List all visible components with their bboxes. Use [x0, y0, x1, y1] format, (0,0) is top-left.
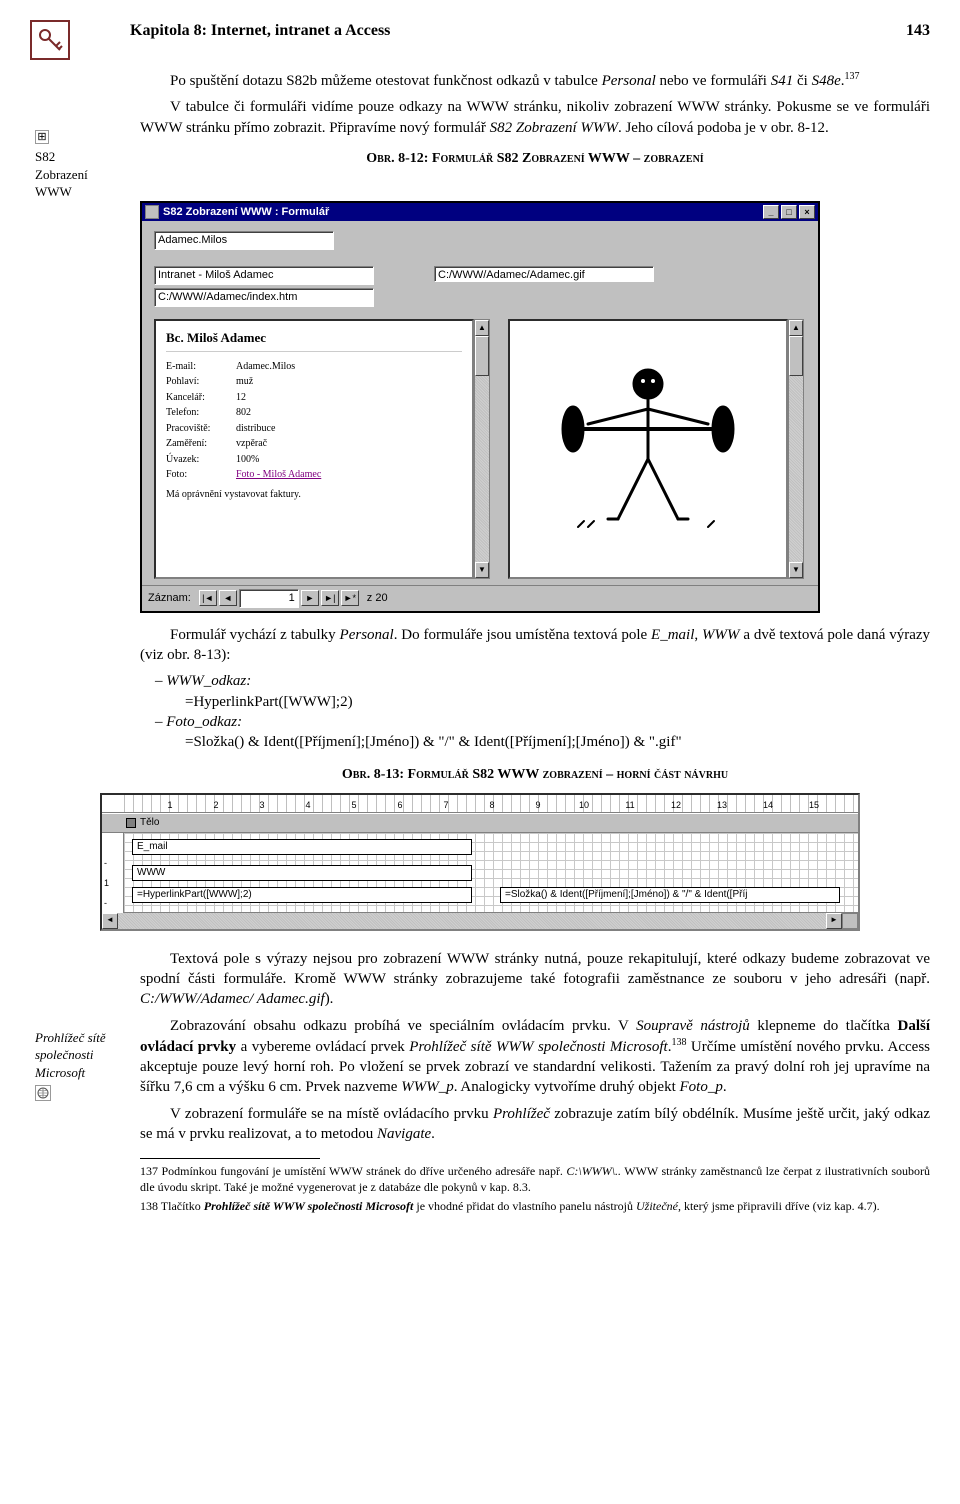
key-icon — [30, 20, 70, 60]
info-row: Foto:Foto - Miloš Adamec — [166, 468, 462, 482]
email-field[interactable]: Adamec.Milos — [154, 231, 334, 250]
info-row: Telefon:802 — [166, 406, 462, 420]
ruler-horizontal: 123456789101112131415 — [102, 795, 858, 813]
nav-next-button[interactable]: ► — [301, 590, 319, 606]
control-folder-expr[interactable]: =Složka() & Ident([Příjmení];[Jméno]) & … — [500, 887, 840, 903]
scroll-up-button[interactable]: ▲ — [789, 320, 803, 336]
control-email[interactable]: E_mail — [132, 839, 472, 855]
paragraph: Formulář vychází z tabulky Personal. Do … — [140, 625, 930, 666]
paragraph: Textová pole s výrazy nejsou pro zobraze… — [140, 949, 930, 1010]
person-heading: Bc. Miloš Adamec — [166, 329, 462, 352]
scrollbar-vertical[interactable]: ▲ ▼ — [474, 319, 490, 579]
nav-last-button[interactable]: ►| — [321, 590, 339, 606]
footnote-separator — [140, 1158, 320, 1159]
paragraph: V zobrazení formuláře se na místě ovláda… — [140, 1104, 930, 1145]
scroll-thumb[interactable] — [475, 336, 489, 376]
chapter-title: Kapitola 8: Internet, intranet a Access — [130, 20, 390, 42]
nav-label: Záznam: — [148, 591, 191, 606]
form-window-s82: S82 Zobrazení WWW : Formulář _ □ × Adame… — [140, 201, 820, 613]
control-hyperlink-expr[interactable]: =HyperlinkPart([WWW];2) — [132, 887, 472, 903]
scroll-left-button[interactable]: ◄ — [102, 913, 118, 929]
nav-new-button[interactable]: ►* — [341, 590, 359, 606]
margin-text: Microsoft — [35, 1064, 130, 1082]
footnote-137: 137 Podmínkou fungování je umístění WWW … — [140, 1163, 930, 1195]
info-row: Pracoviště:distribuce — [166, 422, 462, 436]
scroll-down-button[interactable]: ▼ — [475, 562, 489, 578]
nav-first-button[interactable]: |◄ — [199, 590, 217, 606]
section-selector-icon[interactable] — [126, 818, 136, 828]
scroll-down-button[interactable]: ▼ — [789, 562, 803, 578]
expression-list: – WWW_odkaz: =HyperlinkPart([WWW];2) – F… — [155, 671, 930, 752]
design-grid[interactable]: E_mail WWW =HyperlinkPart([WWW];2) =Slož… — [124, 833, 858, 913]
nav-prev-button[interactable]: ◄ — [219, 590, 237, 606]
info-row: E-mail:Adamec.Milos — [166, 360, 462, 374]
scrollbar-horizontal[interactable]: ◄ ► — [102, 913, 858, 929]
maximize-button[interactable]: □ — [781, 205, 797, 219]
margin-text: S82 — [35, 148, 130, 166]
margin-note-s82: ⊞ S82 Zobrazení WWW — [35, 130, 130, 201]
permission-text: Má oprávnění vystavovat faktury. — [166, 488, 462, 502]
section-bar-body[interactable]: Tělo — [102, 813, 858, 833]
margin-text: Prohlížeč sítě — [35, 1029, 130, 1047]
record-navigator: Záznam: |◄ ◄ 1 ► ►| ►* z 20 — [142, 585, 818, 611]
scroll-right-button[interactable]: ► — [826, 913, 842, 929]
margin-text: WWW — [35, 183, 130, 201]
img-path-field[interactable]: C:/WWW/Adamec/Adamec.gif — [434, 266, 654, 282]
close-button[interactable]: × — [799, 205, 815, 219]
footnote-138: 138 Tlačítko Prohlížeč sítě WWW společno… — [140, 1198, 930, 1214]
design-view-window: 123456789101112131415 Tělo - 1 - E_mail … — [100, 793, 860, 931]
form-icon: ⊞ — [35, 130, 49, 144]
info-row: Kancelář:12 — [166, 391, 462, 405]
nav-record-input[interactable]: 1 — [239, 589, 299, 608]
control-www[interactable]: WWW — [132, 865, 472, 881]
paragraph: V tabulce či formuláři vidíme pouze odka… — [140, 97, 930, 138]
stick-figure-image — [548, 349, 748, 549]
scrollbar-vertical[interactable]: ▲ ▼ — [788, 319, 804, 579]
info-row: Úvazek:100% — [166, 453, 462, 467]
www-field[interactable]: Intranet - Miloš Adamec — [154, 266, 374, 285]
paragraph: Po spuštění dotazu S82b můžeme otestovat… — [140, 70, 930, 91]
paragraph: Zobrazování obsahu odkazu probíhá ve spe… — [140, 1016, 930, 1098]
scroll-thumb[interactable] — [789, 336, 803, 376]
window-title: S82 Zobrazení WWW : Formulář — [163, 205, 329, 220]
page-number: 143 — [906, 20, 930, 42]
figure-caption-8-12: Obr. 8-12: Formulář S82 Zobrazení WWW – … — [140, 150, 930, 169]
titlebar[interactable]: S82 Zobrazení WWW : Formulář _ □ × — [142, 203, 818, 222]
section-label: Tělo — [140, 816, 159, 830]
nav-count: z 20 — [367, 591, 388, 606]
form-icon — [145, 205, 159, 219]
size-grip[interactable] — [842, 913, 858, 929]
info-row: Zaměření:vzpěrač — [166, 437, 462, 451]
page-header: Kapitola 8: Internet, intranet a Access … — [30, 20, 930, 60]
figure-caption-8-13: Obr. 8-13: Formulář S82 WWW zobrazení – … — [140, 766, 930, 785]
minimize-button[interactable]: _ — [763, 205, 779, 219]
foto-link[interactable]: Foto - Miloš Adamec — [236, 468, 321, 482]
globe-icon — [35, 1085, 51, 1101]
margin-text: Zobrazení — [35, 166, 130, 184]
web-browser-panel[interactable]: Bc. Miloš Adamec E-mail:Adamec.MilosPohl… — [154, 319, 474, 579]
margin-text: společnosti — [35, 1046, 130, 1064]
margin-note-browser: Prohlížeč sítě společnosti Microsoft — [35, 1029, 130, 1102]
image-panel[interactable] — [508, 319, 788, 579]
info-row: Pohlaví:muž — [166, 375, 462, 389]
ruler-vertical: - 1 - — [102, 833, 124, 913]
path-field[interactable]: C:/WWW/Adamec/index.htm — [154, 288, 374, 307]
scroll-up-button[interactable]: ▲ — [475, 320, 489, 336]
